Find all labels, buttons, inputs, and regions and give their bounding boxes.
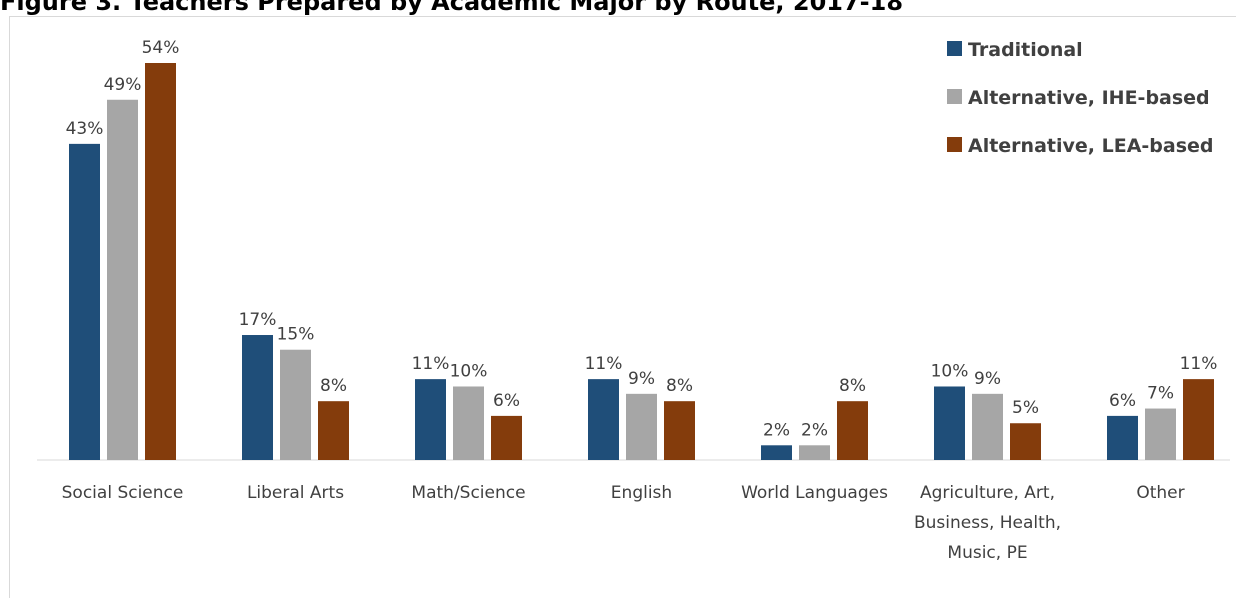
bar-alternative-ihe-based-agriculture-art-business-health-music-pe: [972, 393, 1003, 460]
data-label-alternative-lea-based-social-science: 54%: [142, 38, 180, 58]
category-label-liberal-arts: Liberal Arts: [247, 483, 344, 503]
legend-swatch-traditional: [947, 41, 962, 56]
chart-frame: [9, 16, 1236, 598]
data-label-alternative-ihe-based-english: 9%: [628, 369, 655, 389]
bar-alternative-lea-based-social-science: [145, 63, 176, 460]
bar-alternative-lea-based-agriculture-art-business-health-music-pe: [1010, 423, 1041, 460]
data-label-alternative-lea-based-liberal-arts: 8%: [320, 376, 347, 396]
category-label-agriculture-art-business-health-music-pe-line-2: Business, Health,: [914, 513, 1061, 533]
category-label-social-science: Social Science: [62, 483, 184, 503]
data-label-traditional-social-science: 43%: [66, 119, 104, 139]
category-label-agriculture-art-business-health-music-pe-line-3: Music, PE: [947, 543, 1027, 563]
category-label-other: Other: [1136, 483, 1184, 503]
bar-alternative-ihe-based-social-science: [107, 99, 138, 460]
bar-alternative-ihe-based-other: [1145, 408, 1176, 460]
data-label-traditional-other: 6%: [1109, 391, 1136, 411]
legend-swatch-alternative-lea-based: [947, 137, 962, 152]
bar-alternative-ihe-based-liberal-arts: [280, 349, 311, 460]
data-label-alternative-lea-based-other: 11%: [1180, 354, 1218, 374]
bar-traditional-other: [1107, 415, 1138, 460]
category-label-world-languages: World Languages: [741, 483, 888, 503]
legend-label-alternative-ihe-based: Alternative, IHE-based: [968, 87, 1210, 109]
data-label-alternative-ihe-based-world-languages: 2%: [801, 420, 828, 440]
bar-traditional-world-languages: [761, 445, 792, 460]
bar-alternative-ihe-based-math-science: [453, 386, 484, 460]
bar-alternative-ihe-based-english: [626, 393, 657, 460]
data-label-traditional-english: 11%: [585, 354, 623, 374]
data-label-traditional-world-languages: 2%: [763, 420, 790, 440]
bar-traditional-math-science: [415, 379, 446, 460]
category-label-math-science: Math/Science: [411, 483, 525, 503]
data-label-alternative-ihe-based-social-science: 49%: [104, 75, 142, 95]
bar-alternative-lea-based-world-languages: [837, 401, 868, 460]
data-label-alternative-lea-based-world-languages: 8%: [839, 376, 866, 396]
legend-label-traditional: Traditional: [968, 39, 1083, 61]
legend-label-alternative-lea-based: Alternative, LEA-based: [968, 135, 1214, 157]
legend-swatch-alternative-ihe-based: [947, 89, 962, 104]
bar-traditional-social-science: [69, 143, 100, 461]
bar-traditional-agriculture-art-business-health-music-pe: [934, 386, 965, 460]
data-label-traditional-agriculture-art-business-health-music-pe: 10%: [931, 361, 969, 381]
bar-alternative-lea-based-math-science: [491, 415, 522, 460]
bar-alternative-lea-based-english: [664, 401, 695, 460]
bar-alternative-lea-based-other: [1183, 379, 1214, 460]
bar-traditional-english: [588, 379, 619, 460]
data-label-traditional-math-science: 11%: [412, 354, 450, 374]
bar-alternative-ihe-based-world-languages: [799, 445, 830, 460]
data-label-alternative-lea-based-english: 8%: [666, 376, 693, 396]
category-label-agriculture-art-business-health-music-pe-line-1: Agriculture, Art,: [920, 483, 1055, 503]
data-label-alternative-ihe-based-other: 7%: [1147, 384, 1174, 404]
data-label-traditional-liberal-arts: 17%: [239, 310, 277, 330]
chart-title: Figure 3. Teachers Prepared by Academic …: [0, 0, 904, 16]
bar-alternative-lea-based-liberal-arts: [318, 401, 349, 460]
data-label-alternative-ihe-based-liberal-arts: 15%: [277, 325, 315, 345]
data-label-alternative-lea-based-agriculture-art-business-health-music-pe: 5%: [1012, 398, 1039, 418]
data-label-alternative-ihe-based-math-science: 10%: [450, 361, 488, 381]
category-label-english: English: [611, 483, 672, 503]
data-label-alternative-ihe-based-agriculture-art-business-health-music-pe: 9%: [974, 369, 1001, 389]
bar-traditional-liberal-arts: [242, 335, 273, 460]
data-label-alternative-lea-based-math-science: 6%: [493, 391, 520, 411]
